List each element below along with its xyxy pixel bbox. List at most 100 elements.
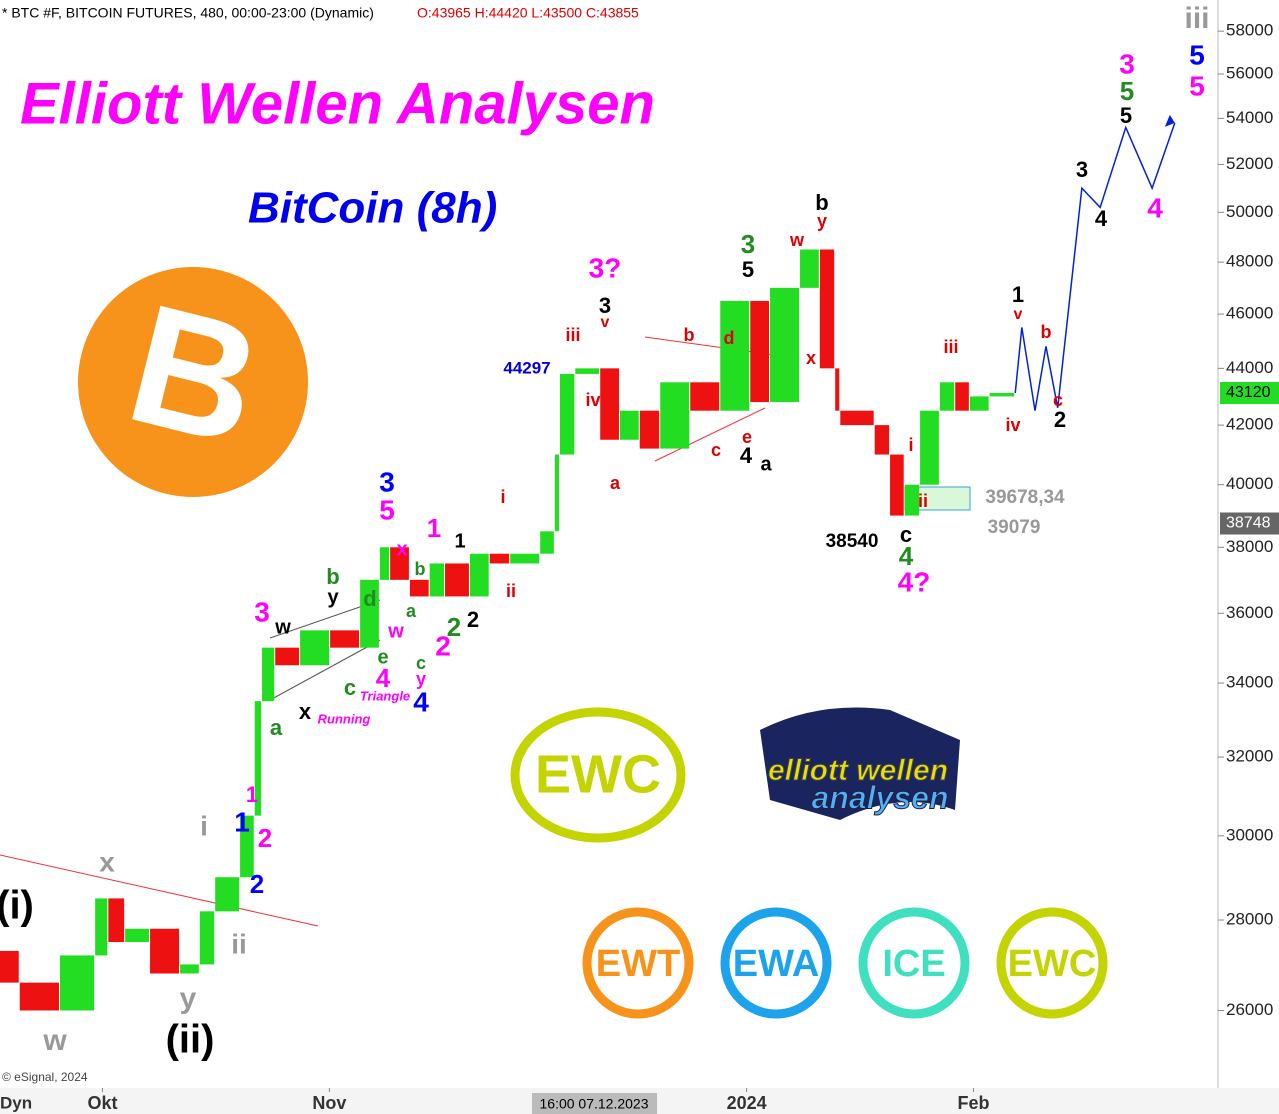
wave-label: 5 — [1189, 70, 1205, 101]
candle — [904, 484, 920, 516]
candle — [989, 393, 1015, 397]
candle — [819, 249, 835, 369]
candle — [575, 368, 600, 374]
y-tick-label: 30000 — [1226, 825, 1273, 844]
wave-label: x — [299, 699, 312, 724]
wave-label: 4 — [899, 541, 914, 571]
wave-label: 3 — [254, 596, 270, 627]
wave-label: 1 — [454, 530, 465, 552]
wave-label: 4 — [740, 443, 753, 468]
logo-text: EWC — [535, 744, 661, 804]
logo-text: analysen — [812, 779, 949, 815]
candle — [360, 579, 379, 648]
logo-text: ICE — [882, 943, 945, 985]
wave-label: i — [500, 487, 505, 507]
wave-label: 2 — [250, 869, 264, 899]
x-tick-label: 2024 — [727, 1093, 767, 1113]
wave-label: a — [760, 453, 772, 475]
wave-label: 5 — [379, 494, 395, 525]
y-tick-label: 56000 — [1226, 63, 1273, 82]
wave-label: d — [724, 328, 735, 348]
y-tick-label: 40000 — [1226, 474, 1273, 493]
candle — [0, 950, 19, 983]
wave-label: 5 — [1120, 76, 1134, 106]
wave-label: 4 — [413, 686, 429, 717]
wave-label: 4 — [1095, 206, 1108, 231]
logo-ring — [996, 907, 1108, 1019]
candle — [240, 815, 254, 878]
wave-label: 4 — [1147, 192, 1163, 223]
wave-label: 1 — [246, 782, 258, 807]
candle — [379, 547, 390, 580]
wave-label: y — [327, 586, 339, 608]
wave-label: 3 — [1076, 157, 1088, 182]
candle — [600, 368, 619, 440]
wave-label: iii — [565, 325, 580, 345]
candle — [275, 647, 300, 666]
wave-label: e — [377, 646, 388, 668]
logo-ring — [510, 707, 686, 843]
wave-label: x — [806, 348, 816, 368]
candle — [639, 410, 660, 449]
y-tick-label: 44000 — [1226, 358, 1273, 377]
candle — [554, 454, 559, 532]
candle — [540, 531, 554, 554]
wave-label: v — [1014, 306, 1023, 323]
header-ohlc: O:43965 H:44420 L:43500 C:43855 — [417, 5, 639, 21]
logo-flag — [760, 707, 960, 820]
wave-label: (ii) — [166, 1018, 215, 1062]
wave-label: 2 — [1054, 407, 1066, 432]
candle — [215, 877, 240, 912]
candle — [19, 982, 60, 1011]
candle — [874, 425, 890, 455]
wave-label: w — [274, 616, 291, 638]
wave-label: b — [415, 559, 426, 579]
wave-label: 2 — [258, 823, 272, 853]
wave-label: (i) — [0, 884, 34, 928]
y-tick-label: 46000 — [1226, 304, 1273, 323]
wave-label: a — [270, 715, 283, 740]
wave-label: Triangle — [360, 688, 410, 703]
price-tag — [1220, 382, 1279, 405]
candle — [429, 563, 445, 597]
y-axis-area — [1218, 0, 1279, 1114]
wave-label: y — [817, 211, 827, 231]
y-tick-label: 48000 — [1226, 252, 1273, 271]
trendline — [0, 854, 319, 927]
candle — [95, 898, 108, 956]
wave-label: b — [815, 190, 828, 215]
candle — [180, 964, 199, 974]
wave-label: x — [396, 538, 407, 560]
wave-label: 4 — [376, 663, 391, 693]
candle — [108, 898, 125, 943]
candle — [60, 955, 95, 1011]
wave-label: w — [789, 230, 805, 250]
logo-row: EWT EWA ICE EWC — [582, 907, 1108, 1019]
wave-label: 38540 — [826, 531, 879, 552]
wave-label: d — [363, 586, 376, 611]
x-tick-label: Okt — [87, 1093, 117, 1113]
candle — [445, 563, 469, 597]
wave-label: Running — [318, 711, 371, 726]
wave-label: w — [42, 1024, 67, 1057]
logo-text: EWT — [596, 943, 680, 985]
wave-label: a — [610, 473, 621, 493]
candle — [125, 928, 150, 943]
candle — [955, 382, 969, 411]
logo-text: elliott wellen — [768, 754, 948, 787]
candle — [254, 701, 262, 816]
wave-label: 1 — [234, 806, 250, 837]
y-tick-label: 26000 — [1226, 1000, 1273, 1019]
wave-label: 2 — [447, 612, 461, 642]
candle — [720, 300, 750, 411]
candle — [835, 368, 840, 411]
wave-label: 3? — [589, 252, 622, 283]
candle — [409, 579, 429, 597]
candle — [489, 553, 510, 564]
y-tick-label: 52000 — [1226, 154, 1273, 173]
wave-label: iii — [1184, 2, 1209, 35]
wave-label: 4? — [898, 566, 931, 597]
copyright: © eSignal, 2024 — [2, 1070, 88, 1084]
trendline — [654, 407, 766, 462]
